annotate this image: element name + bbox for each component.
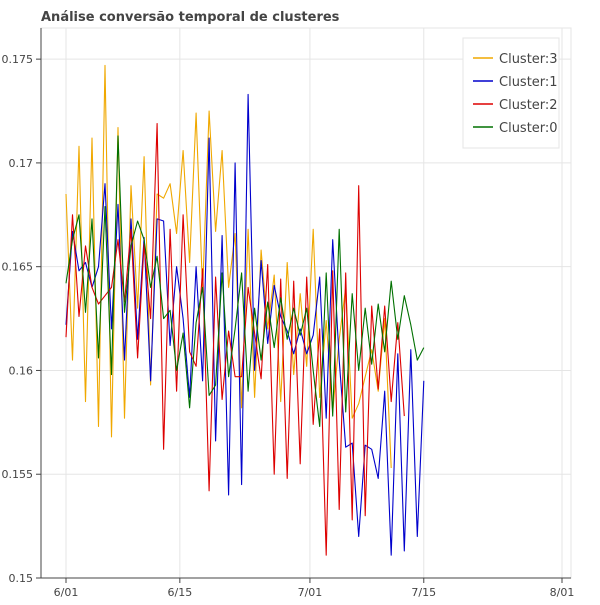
x-tick-label: 6/15 bbox=[167, 586, 192, 599]
y-tick-label: 0.16 bbox=[9, 364, 34, 377]
series-layer bbox=[65, 64, 425, 556]
legend: Cluster:3 Cluster:1 Cluster:2 Cluster:0 bbox=[462, 37, 560, 149]
legend-label: Cluster:1 bbox=[499, 75, 558, 90]
y-tick-label: 0.175 bbox=[2, 53, 34, 66]
series-line-cluster-2 bbox=[65, 122, 405, 556]
chart-title: Análise conversão temporal de clusteres bbox=[41, 10, 340, 25]
legend-label: Cluster:2 bbox=[499, 98, 558, 113]
legend-box bbox=[462, 37, 560, 149]
x-tick-label: 7/01 bbox=[298, 586, 323, 599]
legend-label: Cluster:0 bbox=[499, 121, 558, 136]
legend-label: Cluster:3 bbox=[499, 52, 558, 67]
y-tick-label: 0.15 bbox=[9, 572, 34, 585]
y-tick-label: 0.155 bbox=[2, 468, 34, 481]
series-line-cluster-0 bbox=[65, 135, 425, 428]
series-line-cluster-3 bbox=[65, 64, 392, 469]
y-tick-label: 0.17 bbox=[9, 157, 34, 170]
x-tick-label: 7/15 bbox=[411, 586, 436, 599]
axes: 0.15 0.155 0.16 0.165 0.17 0.175 6/01 6/15 7/01 7… bbox=[2, 28, 575, 599]
y-tick-label: 0.165 bbox=[2, 261, 34, 274]
x-tick-label: 6/01 bbox=[54, 586, 79, 599]
x-tick-label: 8/01 bbox=[550, 586, 575, 599]
